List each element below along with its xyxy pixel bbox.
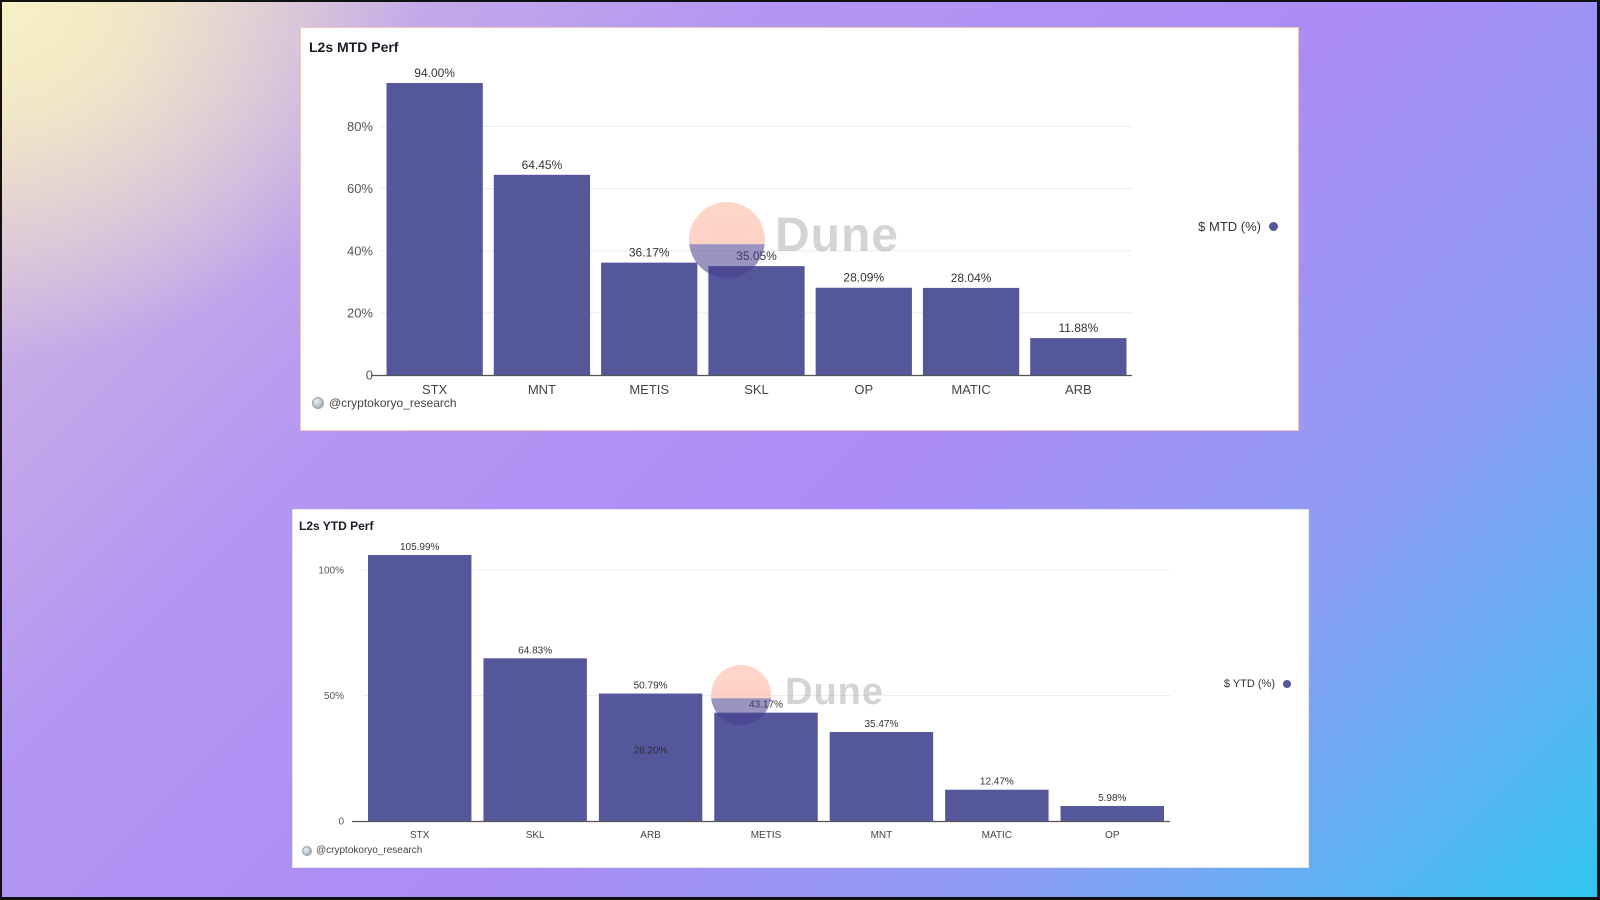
x-tick-label: STX	[410, 830, 430, 841]
bar-arb[interactable]	[598, 693, 703, 821]
x-tick-label: OP	[1105, 830, 1120, 841]
data-label: 94.00%	[414, 66, 455, 80]
data-label: 28.09%	[843, 271, 884, 285]
chart-legend[interactable]: $ YTD (%)	[1224, 678, 1291, 690]
bar-stx[interactable]	[368, 555, 472, 821]
x-tick-label: MATIC	[951, 382, 990, 397]
x-tick-label: MNT	[871, 830, 893, 841]
chart-title: L2s MTD Perf	[309, 39, 399, 55]
bar-op[interactable]	[1060, 805, 1164, 821]
annotation-label: 28.20%	[634, 746, 668, 757]
x-tick-label: STX	[422, 382, 448, 397]
legend-dot-icon	[1269, 222, 1278, 231]
x-tick-label: ARB	[1065, 382, 1092, 397]
bar-chart-ytd: 0 50% 100% 105.99% STX 64.83% SKL 50.79% ARB 43.1…	[318, 542, 1170, 841]
data-label: 36.17%	[629, 246, 670, 260]
data-label: 64.45%	[522, 158, 563, 172]
author-name: @cryptokoryo_research	[329, 396, 457, 410]
x-tick-label: OP	[854, 382, 873, 397]
data-label: 50.79%	[634, 681, 668, 692]
data-label: 35.47%	[864, 719, 898, 730]
x-tick-label: METIS	[751, 830, 782, 841]
bar-stx[interactable]	[386, 83, 483, 375]
author-credit[interactable]: @cryptokoryo_research	[302, 845, 422, 856]
bar-matic[interactable]	[945, 789, 1049, 821]
author-name: @cryptokoryo_research	[316, 845, 423, 856]
chart-legend[interactable]: $ MTD (%)	[1198, 219, 1278, 234]
y-tick-label: 100%	[318, 566, 344, 577]
data-label: 105.99%	[400, 542, 440, 553]
y-tick-label: 40%	[347, 243, 373, 258]
y-tick-label: 20%	[347, 305, 373, 320]
x-tick-label: SKL	[526, 830, 545, 841]
data-label: 64.83%	[518, 645, 552, 656]
data-label: 11.88%	[1058, 321, 1098, 335]
bar-metis[interactable]	[714, 712, 818, 821]
y-tick-label: 0	[366, 368, 373, 383]
data-label: 35.05%	[736, 249, 777, 263]
bar-op[interactable]	[815, 287, 912, 375]
bar-matic[interactable]	[922, 287, 1020, 375]
bar-chart-mtd: 0 20% 40% 60% 80% 94.00% STX 64.45% MNT 36.17% MET…	[347, 66, 1132, 397]
y-tick-label: 80%	[347, 119, 373, 134]
legend-label: $ MTD (%)	[1198, 219, 1261, 234]
chart-title: L2s YTD Perf	[299, 519, 374, 533]
x-tick-label: SKL	[744, 382, 769, 397]
data-label: 5.98%	[1098, 793, 1126, 804]
avatar-icon	[302, 845, 312, 856]
author-credit[interactable]: @cryptokoryo_research	[312, 396, 457, 410]
data-label: 12.47%	[980, 777, 1014, 788]
y-tick-label: 60%	[347, 181, 373, 196]
x-tick-label: ARB	[640, 830, 661, 841]
x-tick-label: MNT	[528, 382, 556, 397]
bar-metis[interactable]	[601, 262, 698, 375]
chart-card-mtd: L2s MTD Perf 0 20% 40% 60% 80% 94.00% STX 64.45…	[300, 27, 1299, 431]
data-label: 28.04%	[951, 271, 992, 285]
legend-dot-icon	[1283, 680, 1291, 688]
bar-arb[interactable]	[1030, 338, 1127, 375]
data-label: 43.17%	[749, 700, 783, 711]
bar-mnt[interactable]	[829, 731, 934, 821]
bar-skl[interactable]	[483, 658, 587, 821]
y-tick-label: 50%	[324, 691, 344, 702]
x-tick-label: METIS	[629, 382, 669, 397]
chart-card-ytd: L2s YTD Perf 0 50% 100% 105.99% STX 64.83% SKL…	[292, 509, 1309, 868]
bar-skl[interactable]	[708, 266, 805, 375]
legend-label: $ YTD (%)	[1223, 678, 1275, 690]
x-tick-label: MATIC	[982, 830, 1012, 841]
y-tick-label: 0	[338, 817, 344, 828]
avatar-icon	[312, 397, 324, 409]
bar-mnt[interactable]	[493, 174, 591, 375]
